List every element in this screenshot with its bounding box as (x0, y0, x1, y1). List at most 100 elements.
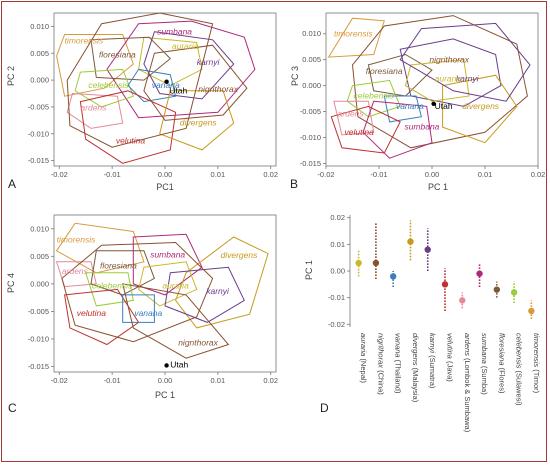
hull-velutina (330, 105, 401, 154)
group-label-timorensis: timorensis (334, 28, 373, 38)
y-tick-label: 0.02 (330, 213, 345, 222)
group-label-auraria: auraria (435, 73, 462, 83)
hull-celebensis (85, 272, 134, 307)
category-name: timorensis (532, 333, 541, 367)
panel-B: -0.02 -0.01 0.00 0.01 0.02 0.010 0.005 0.000 -0.… (290, 12, 545, 192)
mean-timorensis (528, 307, 535, 315)
y-tick-label: -0.02 (328, 320, 345, 329)
hull-sumbana (106, 20, 256, 119)
group-label-sumbana: sumbana (404, 122, 439, 132)
group-label-nigrithorax: nigrithorax (429, 54, 469, 64)
hull-karnyi (143, 31, 235, 100)
x-tick-label: 0.00 (425, 170, 440, 179)
group-label-nigrithorax: nigrithorax (198, 84, 238, 94)
group-label-karnyi: karnyi (197, 57, 221, 67)
y-tick-label: -0.01 (328, 293, 345, 302)
category-region: (Flores) (497, 366, 506, 394)
y-tick-label: -0.010 (300, 133, 321, 142)
category-label: auraria (Nepal) (359, 333, 368, 384)
category-name: floresiana (497, 333, 506, 366)
x-tick-label: -0.02 (51, 170, 68, 179)
y-axis-label: PC 3 (290, 66, 300, 86)
category-label: timorensis (Timor) (532, 333, 541, 394)
x-tick-label: 0.00 (158, 170, 173, 179)
mean-vanana (389, 273, 397, 280)
hull-sumbana (132, 233, 203, 296)
y-tick-label: -0.005 (28, 102, 49, 111)
group-label-velutina: velutina (345, 127, 375, 137)
y-axis-label: PC 1 (304, 260, 314, 280)
category-name: velutina (446, 333, 455, 359)
group-label-velutina: velutina (77, 308, 107, 318)
hull-nigrithorax (122, 283, 230, 359)
mean-auraria (355, 259, 362, 267)
group-label-celebensis: celebensis (88, 80, 129, 90)
group-label-ardens: ardens (338, 109, 365, 119)
hull-divergens (175, 236, 269, 329)
panel-A: -0.02 -0.01 0.00 0.01 0.02 0.010 0.005 0.000 -0.… (6, 12, 278, 192)
x-tick-label: 0.01 (211, 170, 226, 179)
mean-nigrithorax (372, 259, 380, 267)
panel-label: D (320, 401, 329, 415)
group-label-vanana: vanana (134, 308, 162, 318)
hull-celebensis (346, 79, 401, 118)
group-label-utah: Utah (169, 86, 187, 96)
category-region: (Sumba) (480, 364, 489, 395)
mean-sumbana (476, 270, 483, 277)
group-label-utah: Utah (170, 360, 188, 370)
group-label-timorensis: timorensis (57, 235, 96, 245)
category-region: (Sulawesi) (515, 368, 524, 406)
category-name: sumbana (480, 333, 489, 364)
hull-ardens (66, 92, 124, 129)
group-label-divergens: divergens (180, 118, 218, 128)
group-label-floresiana: floresiana (99, 50, 136, 60)
group-label-floresiana: floresiana (366, 66, 403, 76)
y-axis-label: PC 2 (6, 66, 16, 86)
y-tick-label: 0.010 (302, 29, 321, 38)
group-label-vanana: vanana (396, 101, 424, 111)
mean-celebensis (510, 289, 518, 296)
hull-divergens (442, 74, 518, 144)
group-label-timorensis: timorensis (65, 36, 104, 46)
utah-point (164, 79, 169, 84)
y-tick-label: 0.010 (30, 22, 49, 31)
hull-velutina (79, 90, 177, 164)
y-tick-label: 0.005 (30, 49, 49, 58)
category-name: divergens (411, 333, 420, 366)
category-name: ardens (463, 333, 472, 356)
y-tick-label: 0.000 (302, 81, 321, 90)
group-label-celebensis: celebensis (92, 280, 133, 290)
y-axis-label: PC 4 (6, 273, 16, 293)
y-tick-label: 0.010 (30, 224, 49, 233)
category-label: sumbana (Sumba) (480, 333, 489, 395)
mean-divergens (407, 238, 414, 245)
category-name: vanana (394, 333, 403, 358)
x-tick-label: 0.01 (478, 170, 493, 179)
category-label: celebensis (Sulawesi) (515, 333, 524, 406)
group-label-floresiana: floresiana (100, 260, 137, 270)
x-axis-label: PC1 (156, 182, 174, 192)
hull-vanana (127, 68, 177, 103)
y-tick-label: 0.00 (330, 267, 345, 276)
hull-karnyi (164, 266, 245, 323)
category-name: nigrithorax (376, 333, 385, 368)
mean-floresiana (493, 286, 501, 293)
x-tick-label: -0.01 (104, 170, 121, 179)
group-label-nigrithorax: nignthorax (178, 338, 218, 348)
category-name: karnyi (428, 333, 437, 353)
category-label: velutina (Java) (446, 333, 455, 382)
group-label-auraria: auraria (162, 280, 189, 290)
x-axis-label: PC 1 (428, 182, 448, 192)
category-region: (Lombok & Sumbawa) (463, 356, 472, 433)
category-region: (China) (376, 368, 385, 395)
mean-ardens (459, 297, 466, 304)
y-tick-label: 0.000 (30, 279, 49, 288)
hull-ardens (333, 100, 375, 136)
category-region: (Thailand) (394, 358, 403, 394)
group-label-ardens: ardens (62, 266, 89, 276)
category-label: ardens (Lombok & Sumbawa) (463, 333, 472, 433)
y-tick-label: -0.005 (300, 107, 321, 116)
